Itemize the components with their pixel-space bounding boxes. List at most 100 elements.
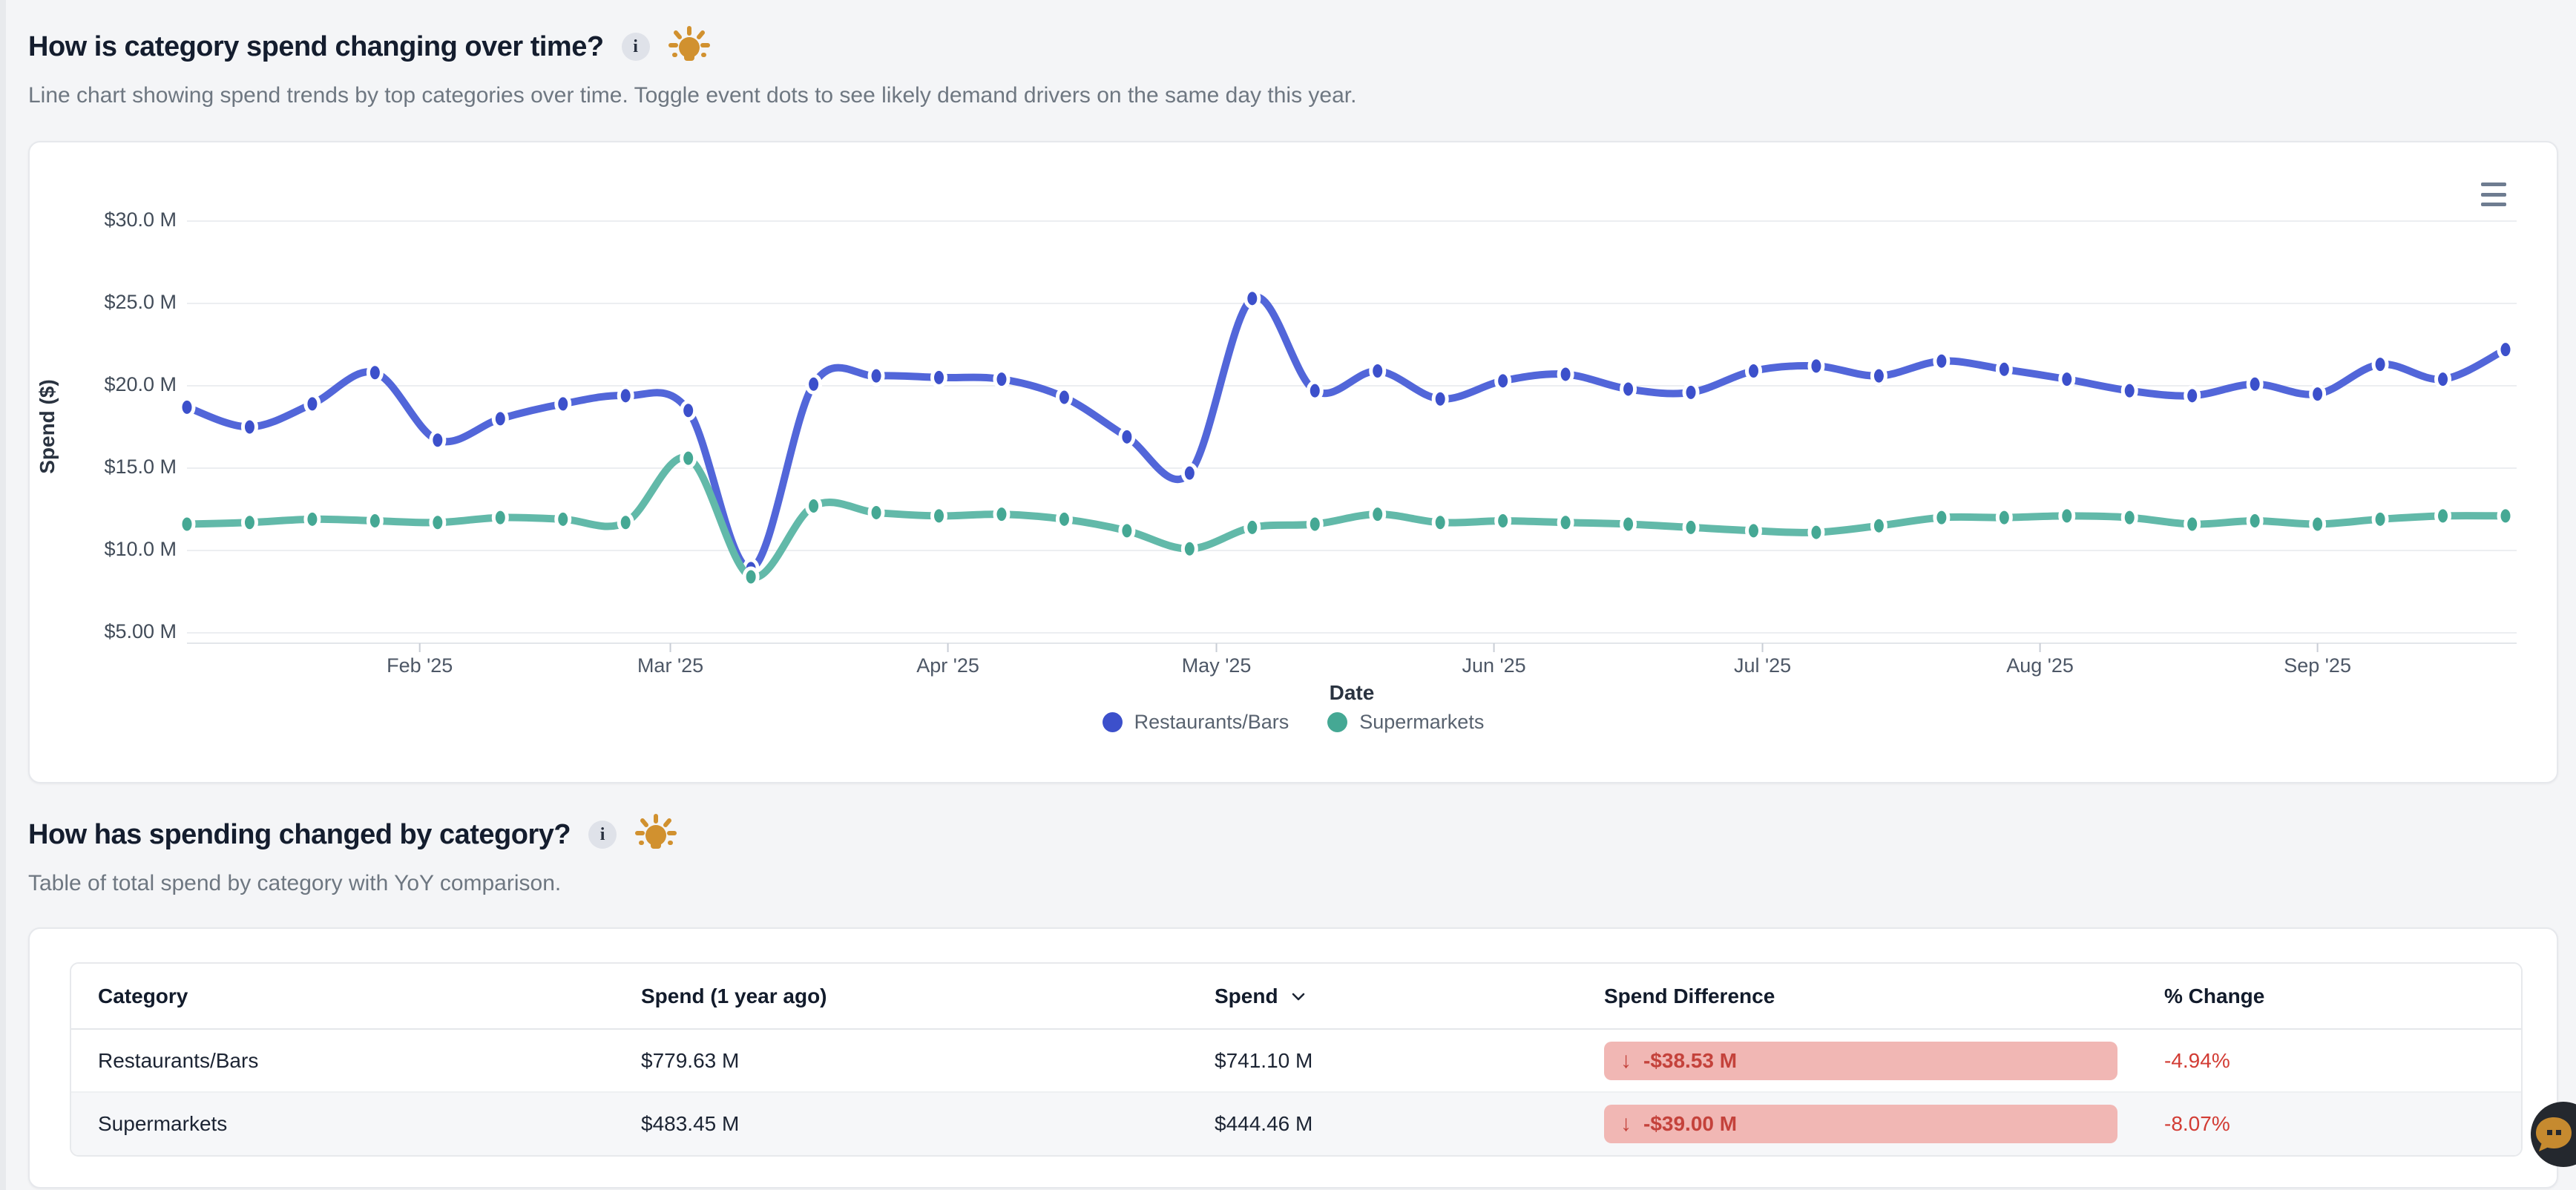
pct-change-value: -4.94%	[2164, 1048, 2230, 1072]
data-point-marker[interactable]	[805, 496, 823, 517]
x-axis-label: Sep '25	[2284, 654, 2351, 677]
data-point-marker[interactable]	[1494, 370, 1512, 392]
data-point-marker[interactable]	[993, 504, 1011, 525]
data-point-marker[interactable]	[1243, 288, 1261, 309]
data-point-marker[interactable]	[1243, 516, 1261, 538]
data-point-marker[interactable]	[1055, 508, 1073, 530]
data-point-marker[interactable]	[2497, 339, 2514, 361]
data-point-marker[interactable]	[491, 408, 509, 430]
data-point-marker[interactable]	[2497, 505, 2514, 527]
data-point-marker[interactable]	[366, 510, 384, 532]
data-point-marker[interactable]	[1180, 462, 1198, 484]
data-point-marker[interactable]	[554, 508, 572, 530]
data-point-marker[interactable]	[1557, 512, 1574, 533]
data-point-marker[interactable]	[2058, 505, 2076, 527]
data-point-marker[interactable]	[240, 512, 258, 533]
data-point-marker[interactable]	[178, 513, 196, 535]
data-point-marker[interactable]	[2246, 373, 2264, 395]
data-point-marker[interactable]	[2309, 384, 2327, 405]
data-point-marker[interactable]	[1557, 364, 1574, 385]
data-point-marker[interactable]	[2184, 385, 2201, 407]
data-point-marker[interactable]	[1620, 378, 1637, 400]
data-point-marker[interactable]	[1933, 507, 1951, 528]
data-point-marker[interactable]	[680, 400, 697, 421]
data-point-marker[interactable]	[178, 396, 196, 418]
data-point-marker[interactable]	[1369, 504, 1387, 525]
chart-context-menu-icon[interactable]	[2481, 183, 2511, 206]
spend-over-time-chart-card: Spend ($) $30.0 M $25.0 M $20.0 M $15.0 M $1…	[28, 141, 2558, 783]
lightbulb-icon[interactable]	[668, 25, 711, 68]
data-point-marker[interactable]	[2058, 369, 2076, 390]
data-point-marker[interactable]	[993, 369, 1011, 390]
data-point-marker[interactable]	[1807, 355, 1825, 377]
data-point-marker[interactable]	[2371, 508, 2389, 530]
data-point-marker[interactable]	[2120, 507, 2138, 528]
data-point-marker[interactable]	[617, 512, 634, 533]
y-axis-title: Spend ($)	[36, 379, 59, 474]
chart-canvas	[178, 220, 2517, 652]
data-point-marker[interactable]	[1055, 387, 1073, 408]
data-point-marker[interactable]	[2246, 510, 2264, 532]
data-point-marker[interactable]	[2434, 505, 2452, 527]
legend-item-restaurants-bars[interactable]: Restaurants/Bars	[1102, 711, 1289, 734]
section-spend-by-category-header: How has spending changed by category? i	[28, 813, 677, 856]
cell-spend-1-year-ago: $779.63 M	[641, 1048, 740, 1072]
data-point-marker[interactable]	[1744, 520, 1762, 542]
data-point-marker[interactable]	[1306, 513, 1324, 535]
data-point-marker[interactable]	[429, 430, 447, 451]
data-point-marker[interactable]	[1682, 381, 1700, 403]
data-point-marker[interactable]	[303, 393, 321, 415]
data-point-marker[interactable]	[2184, 513, 2201, 535]
data-point-marker[interactable]	[491, 507, 509, 528]
data-point-marker[interactable]	[366, 362, 384, 384]
data-point-marker[interactable]	[1306, 380, 1324, 401]
data-point-marker[interactable]	[680, 447, 697, 469]
data-point-marker[interactable]	[429, 512, 447, 533]
x-axis-label: Aug '25	[2006, 654, 2074, 677]
data-point-marker[interactable]	[1118, 520, 1136, 542]
data-point-marker[interactable]	[1933, 350, 1951, 372]
data-point-marker[interactable]	[1431, 388, 1449, 410]
data-point-marker[interactable]	[1870, 365, 1887, 387]
data-point-marker[interactable]	[930, 366, 948, 388]
data-point-marker[interactable]	[2120, 380, 2138, 401]
info-icon[interactable]: i	[588, 821, 617, 849]
info-icon[interactable]: i	[621, 33, 650, 61]
data-point-marker[interactable]	[2434, 369, 2452, 390]
data-point-marker[interactable]	[617, 385, 634, 407]
data-point-marker[interactable]	[303, 508, 321, 530]
column-header-spend[interactable]: Spend	[1188, 964, 1577, 1030]
data-point-marker[interactable]	[1431, 512, 1449, 533]
y-axis-label: $15.0 M	[104, 456, 177, 478]
y-axis-label: $25.0 M	[104, 291, 177, 313]
data-point-marker[interactable]	[1995, 507, 2013, 528]
lightbulb-icon[interactable]	[634, 813, 677, 856]
data-point-marker[interactable]	[1807, 522, 1825, 543]
cell-category: Restaurants/Bars	[98, 1048, 259, 1072]
data-point-marker[interactable]	[1620, 513, 1637, 535]
data-point-marker[interactable]	[1995, 358, 2013, 380]
data-point-marker[interactable]	[1870, 515, 1887, 536]
data-point-marker[interactable]	[2309, 513, 2327, 535]
section-subtitle: Table of total spend by category with Yo…	[28, 871, 562, 895]
spend-difference-value: -$38.53 M	[1643, 1048, 1738, 1072]
data-point-marker[interactable]	[1118, 426, 1136, 447]
data-point-marker[interactable]	[1744, 361, 1762, 382]
data-point-marker[interactable]	[930, 505, 948, 527]
y-axis-label: $20.0 M	[104, 373, 177, 395]
page-title: How is category spend changing over time…	[28, 30, 604, 62]
data-point-marker[interactable]	[1180, 538, 1198, 559]
data-point-marker[interactable]	[742, 566, 760, 588]
data-point-marker[interactable]	[867, 365, 885, 387]
data-point-marker[interactable]	[554, 393, 572, 415]
data-point-marker[interactable]	[1369, 361, 1387, 382]
data-point-marker[interactable]	[805, 373, 823, 395]
data-point-marker[interactable]	[1682, 516, 1700, 538]
legend-label: Supermarkets	[1359, 711, 1485, 733]
data-point-marker[interactable]	[1494, 510, 1512, 532]
legend-item-supermarkets[interactable]: Supermarkets	[1327, 711, 1484, 734]
data-point-marker[interactable]	[867, 502, 885, 523]
section-spend-over-time-header: How is category spend changing over time…	[28, 25, 711, 68]
data-point-marker[interactable]	[240, 416, 258, 438]
data-point-marker[interactable]	[2371, 354, 2389, 375]
